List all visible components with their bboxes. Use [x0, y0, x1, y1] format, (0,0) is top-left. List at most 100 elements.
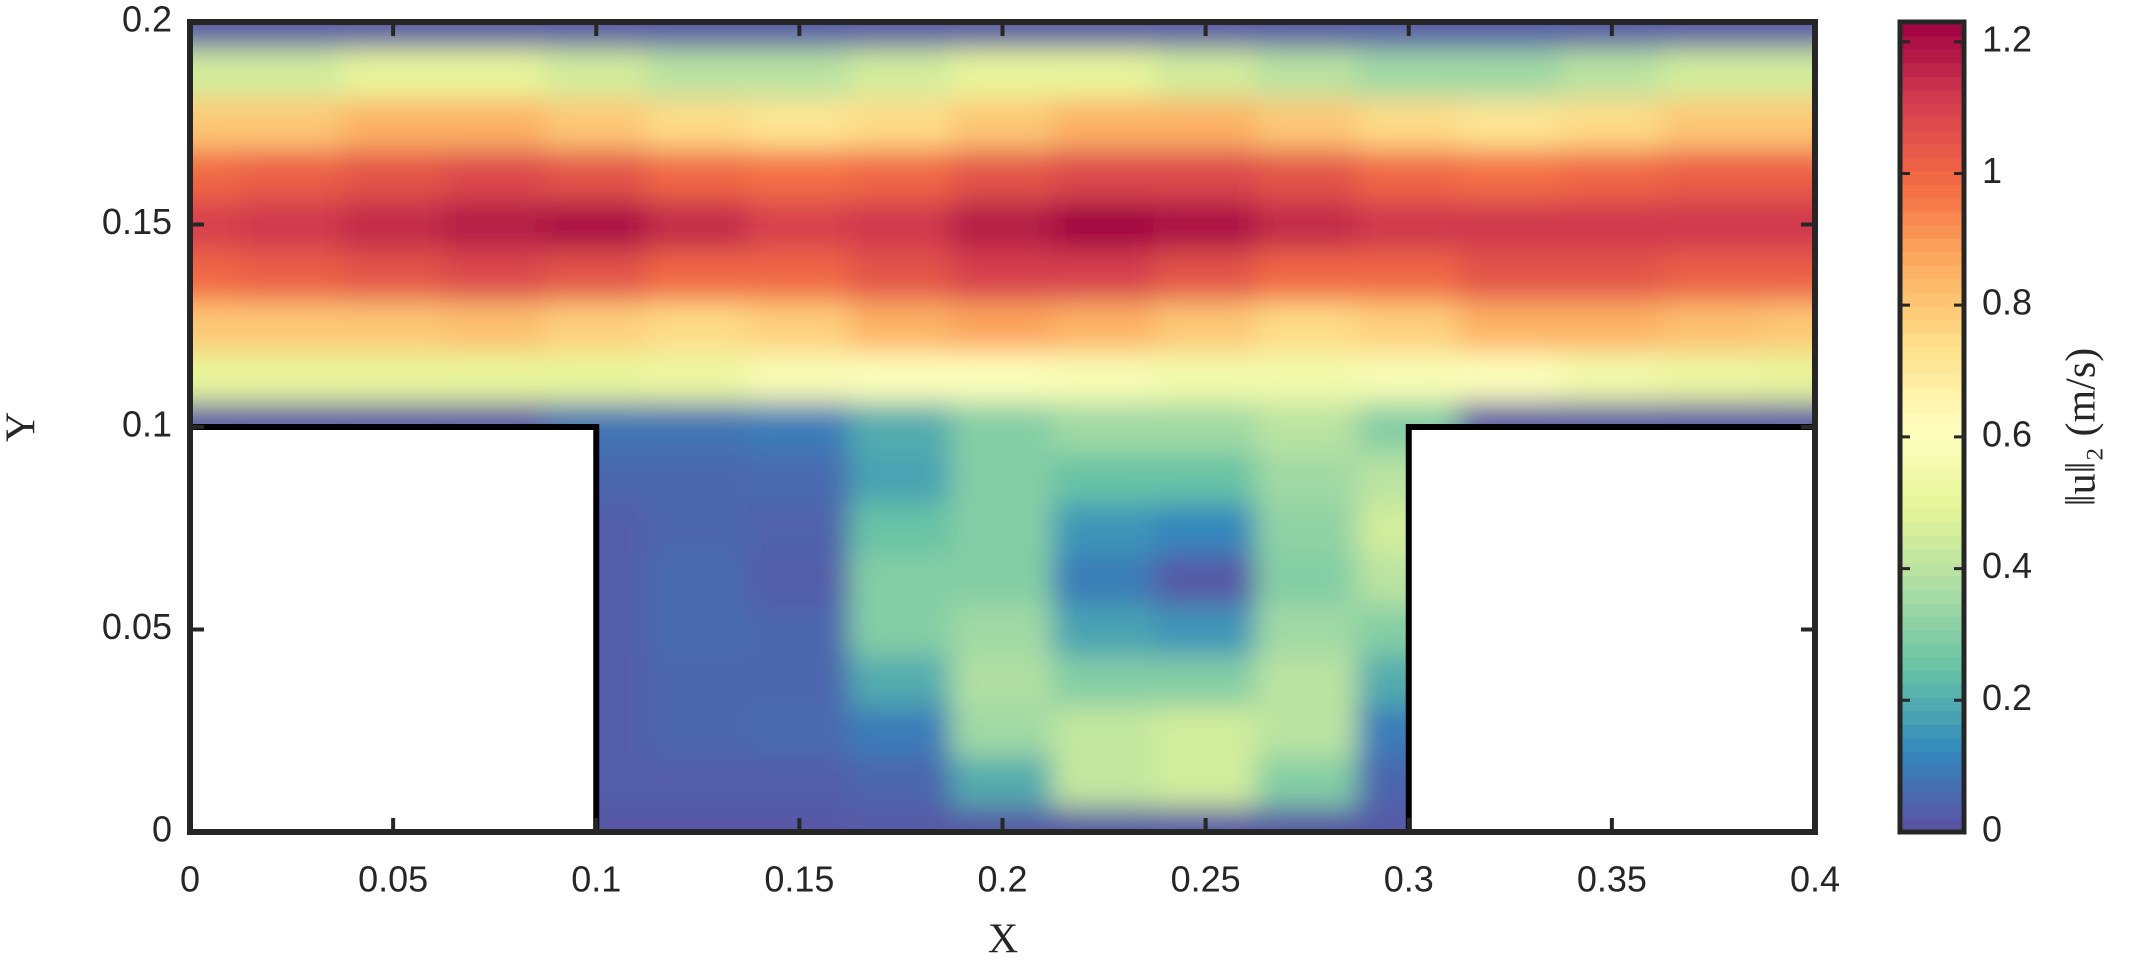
field-cell [1052, 198, 1156, 251]
field-cell [1560, 400, 1664, 484]
x-tick-label: 0.05 [358, 859, 428, 900]
colorbar-step [1900, 170, 1964, 185]
colorbar-step [1900, 359, 1964, 374]
colorbar-step [1900, 373, 1964, 388]
field-cell [646, 299, 750, 353]
field-cell [341, 198, 445, 251]
colorbar-step [1900, 697, 1964, 712]
colorbar-tick-label: 0.2 [1982, 677, 2032, 718]
field-cell [1560, 299, 1664, 353]
field-cell [1661, 22, 1766, 49]
field-cell [1255, 198, 1359, 251]
field-cell [239, 198, 344, 251]
field-cell [1560, 96, 1664, 150]
field-cell [494, 755, 649, 808]
y-axis-label: Y [0, 412, 45, 442]
field-cell [494, 603, 649, 656]
field-cell [950, 755, 1055, 808]
colorbar-step [1900, 130, 1964, 145]
colorbar-step [1900, 386, 1964, 401]
field-cell [1560, 147, 1664, 201]
colorbar-tick-label: 0.6 [1982, 413, 2032, 454]
colorbar-tick-label: 0.4 [1982, 545, 2032, 586]
colorbar-step [1900, 737, 1964, 752]
field-cell [1052, 805, 1156, 832]
field-cell [1356, 299, 1461, 353]
colorbar-step [1900, 764, 1964, 779]
field-cell [849, 350, 953, 403]
field-cell [1661, 248, 1766, 302]
field-cell [1255, 603, 1359, 656]
field-cell [442, 248, 547, 302]
field-cell [494, 552, 649, 606]
wall [190, 424, 1815, 832]
field-cell [341, 400, 445, 484]
field-cell [494, 653, 649, 707]
field-cell [341, 299, 445, 353]
field-cell [1661, 198, 1766, 251]
colorbar-step [1900, 413, 1964, 428]
x-tick-label: 0.15 [764, 859, 834, 900]
field-cell [1356, 755, 1511, 808]
field-cell [1763, 299, 1815, 353]
field-cell [1356, 704, 1511, 758]
field-cell [747, 147, 852, 201]
field-cell [950, 552, 1055, 606]
colorbar-label: ‖u‖₂ (m/s) [2059, 348, 2105, 506]
field-cell [544, 299, 649, 353]
field-cell [646, 552, 750, 606]
field-cell [1052, 147, 1156, 201]
field-cell [950, 704, 1055, 758]
field-cell [1356, 198, 1461, 251]
field-cell [849, 147, 953, 201]
field-cell [849, 46, 953, 99]
field-cell [1052, 552, 1156, 606]
x-tick-label: 0.3 [1384, 859, 1434, 900]
field-cell [1458, 147, 1563, 201]
field-cell [1153, 46, 1258, 99]
colorbar-step [1900, 724, 1964, 739]
field-cell [849, 400, 953, 454]
field-cell [442, 22, 547, 49]
field-cell [646, 198, 750, 251]
field-cell [646, 451, 750, 504]
field-cell [239, 96, 344, 150]
field-cell [239, 147, 344, 201]
field-cell [646, 248, 750, 302]
field-cell [747, 299, 852, 353]
field-cell [747, 451, 852, 504]
field-cell [1560, 198, 1664, 251]
field-cell [747, 400, 852, 454]
field-cell [849, 248, 953, 302]
field-cell [1458, 46, 1563, 99]
field-cell [646, 400, 750, 454]
field-cell [1255, 22, 1359, 49]
colorbar-step [1900, 89, 1964, 104]
colorbar-step [1900, 562, 1964, 577]
field-cell [442, 46, 547, 99]
field-cell [1560, 350, 1664, 403]
field-cell [1356, 552, 1511, 606]
field-cell [341, 46, 445, 99]
field-cell [950, 147, 1055, 201]
field-cell [1255, 451, 1359, 504]
field-cell [1052, 451, 1156, 504]
field-cell [341, 147, 445, 201]
field-cell [190, 147, 242, 201]
field-cell [747, 96, 852, 150]
field-cell [190, 299, 242, 353]
field-cell [239, 350, 344, 403]
colorbar-step [1900, 656, 1964, 671]
field-cell [1153, 350, 1258, 403]
field-cell [849, 501, 953, 555]
field-cell [646, 350, 750, 403]
colorbar-step [1900, 778, 1964, 793]
field-cell [646, 653, 750, 707]
field-cell [1255, 96, 1359, 150]
colorbar-step [1900, 319, 1964, 334]
colorbar-step [1900, 710, 1964, 725]
colorbar-step [1900, 467, 1964, 482]
field-cell [494, 704, 649, 758]
colorbar-step [1900, 251, 1964, 266]
